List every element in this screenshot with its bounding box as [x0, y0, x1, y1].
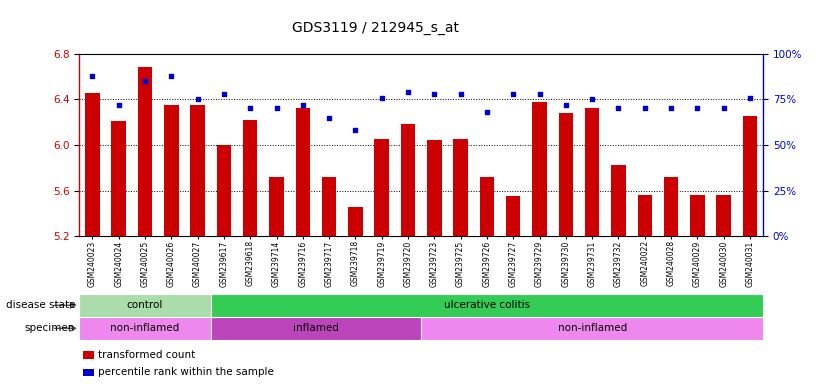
Point	[86, 73, 99, 79]
Bar	[611, 166, 626, 236]
Bar	[716, 195, 731, 236]
Point	[691, 105, 704, 111]
Bar	[85, 93, 99, 236]
Point	[612, 105, 626, 111]
Point	[244, 105, 257, 111]
Bar	[421, 317, 763, 340]
Text: inflamed: inflamed	[293, 323, 339, 333]
Point	[506, 91, 520, 97]
Point	[164, 73, 178, 79]
Text: GDS3119 / 212945_s_at: GDS3119 / 212945_s_at	[292, 21, 459, 35]
Point	[585, 96, 599, 103]
Point	[375, 94, 389, 101]
Bar	[585, 108, 600, 236]
Bar	[743, 116, 757, 236]
Bar	[138, 68, 153, 236]
Bar	[164, 105, 178, 236]
Bar	[269, 177, 284, 236]
Point	[112, 102, 125, 108]
Bar	[559, 113, 573, 236]
Bar	[480, 177, 495, 236]
Bar	[506, 196, 520, 236]
Point	[138, 78, 152, 84]
Text: non-inflamed: non-inflamed	[557, 323, 627, 333]
Point	[428, 91, 441, 97]
Point	[296, 102, 309, 108]
Bar	[112, 121, 126, 236]
Bar	[401, 124, 415, 236]
Bar	[532, 102, 547, 236]
Point	[217, 91, 230, 97]
Point	[717, 105, 731, 111]
Bar	[295, 108, 310, 236]
Bar	[211, 294, 763, 317]
Point	[323, 114, 336, 121]
Bar	[79, 294, 211, 317]
Bar	[348, 207, 363, 236]
Bar	[190, 105, 205, 236]
Point	[665, 105, 678, 111]
Text: transformed count: transformed count	[98, 350, 195, 360]
Point	[533, 91, 546, 97]
Bar	[427, 141, 441, 236]
Bar	[690, 195, 705, 236]
Point	[401, 89, 414, 95]
Bar	[322, 177, 336, 236]
Bar	[211, 317, 421, 340]
Bar	[637, 195, 652, 236]
Bar	[664, 177, 678, 236]
Point	[349, 127, 362, 133]
Bar	[79, 317, 211, 340]
Point	[454, 91, 467, 97]
Text: specimen: specimen	[25, 323, 75, 333]
Text: percentile rank within the sample: percentile rank within the sample	[98, 367, 274, 377]
Point	[743, 94, 756, 101]
Text: control: control	[127, 300, 163, 310]
Bar	[454, 139, 468, 236]
Point	[638, 105, 651, 111]
Point	[480, 109, 494, 115]
Point	[559, 102, 572, 108]
Bar	[374, 139, 389, 236]
Bar	[243, 120, 258, 236]
Text: ulcerative colitis: ulcerative colitis	[444, 300, 530, 310]
Bar	[217, 145, 231, 236]
Text: non-inflamed: non-inflamed	[110, 323, 179, 333]
Text: disease state: disease state	[6, 300, 75, 310]
Point	[270, 105, 284, 111]
Point	[191, 96, 204, 103]
